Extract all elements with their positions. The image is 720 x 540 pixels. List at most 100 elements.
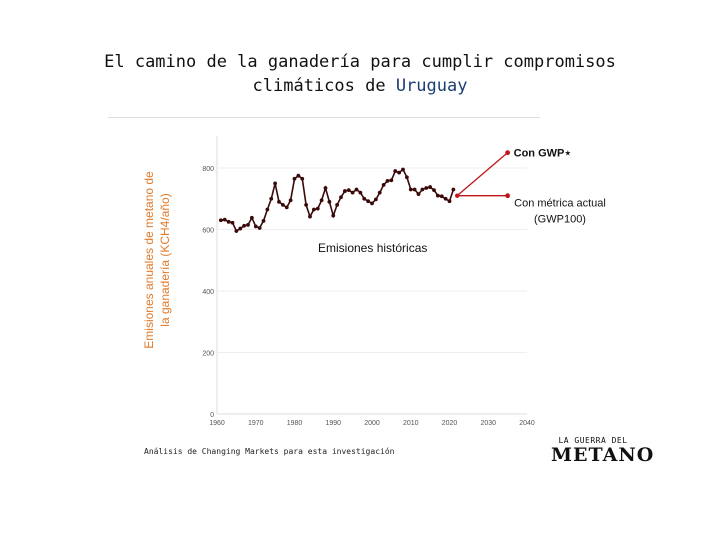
data-point (277, 199, 281, 204)
y-axis-label: Emisiones anuales de metano de la ganade… (142, 171, 172, 349)
data-point (335, 203, 340, 207)
y-tick-label: 200 (202, 351, 214, 358)
data-point (339, 195, 343, 200)
data-point (292, 176, 297, 181)
x-tick-label: 2020 (442, 420, 458, 427)
data-point (443, 196, 448, 201)
data-point (242, 223, 247, 228)
projection-label-gwp100-line-1: Con métrica actual (514, 198, 606, 210)
y-tick-label: 600 (202, 228, 214, 235)
data-point (377, 190, 382, 195)
data-point (323, 186, 328, 190)
data-point (404, 175, 409, 180)
x-tick-label: 2010 (403, 420, 419, 427)
data-point (447, 199, 452, 204)
historical-line (220, 168, 455, 233)
data-point (261, 218, 266, 223)
projection-label-gwp-star: Con GWP⋆ (514, 148, 572, 160)
data-point (238, 226, 243, 231)
data-point (362, 196, 367, 201)
data-point (226, 219, 231, 224)
y-axis-label-line-2: la ganadería (KCH4/año) (158, 193, 172, 326)
x-tick-label: 2040 (519, 420, 535, 427)
projection-start-point (455, 193, 460, 198)
data-point (358, 190, 363, 195)
title-divider (108, 117, 540, 118)
source-note: Análisis de Changing Markets para esta i… (144, 447, 395, 456)
data-point (296, 173, 301, 178)
data-point (331, 213, 336, 218)
projection-label-gwp100-line-2: (GWP100) (534, 214, 586, 226)
data-point (424, 186, 429, 190)
data-point (253, 224, 258, 229)
data-point (412, 187, 417, 192)
data-point (265, 207, 270, 212)
data-point (273, 181, 278, 186)
x-tick-label: 1980 (287, 420, 303, 427)
data-point (432, 188, 436, 193)
data-point (249, 215, 254, 220)
x-tick-label: 1960 (209, 420, 225, 427)
historical-annotation: Emisiones históricas (318, 241, 427, 255)
data-point (230, 220, 235, 225)
data-point (393, 169, 398, 173)
data-point (366, 199, 371, 204)
data-point (385, 179, 390, 183)
data-point (397, 170, 402, 175)
data-point (246, 222, 250, 227)
data-point (381, 183, 386, 187)
logo-top-text: LA GUERRA DEL (558, 436, 628, 445)
x-tick-label: 2030 (480, 420, 496, 427)
data-point (370, 201, 374, 206)
x-tick-label: 1970 (248, 420, 264, 427)
data-point (288, 198, 293, 203)
data-point (416, 192, 421, 197)
data-point (280, 203, 285, 207)
y-tick-label: 400 (202, 289, 214, 296)
data-point (300, 176, 305, 181)
data-point (311, 207, 316, 212)
data-point (234, 229, 239, 233)
title-line-2: climáticos de Uruguay (0, 74, 720, 98)
data-point (435, 193, 440, 198)
data-point (222, 217, 227, 222)
projection-end-point (505, 150, 511, 156)
data-point (350, 190, 355, 195)
data-point (319, 198, 324, 203)
data-point (346, 188, 351, 193)
data-point (284, 205, 289, 210)
data-point (408, 187, 413, 192)
data-point (354, 187, 359, 192)
projection-line (456, 152, 509, 197)
x-tick-label: 2000 (364, 420, 380, 427)
data-point (420, 187, 425, 192)
data-point (428, 185, 433, 189)
title-line-1: El camino de la ganadería para cumplir c… (104, 52, 616, 72)
y-axis-label-line-1: Emisiones anuales de metano de (142, 171, 156, 349)
data-point (401, 167, 405, 172)
x-tick-label: 1990 (325, 420, 341, 427)
data-point (315, 206, 320, 211)
data-point (304, 203, 309, 207)
y-axis-ticks: 0 200 400 600 800 (202, 166, 214, 419)
data-point (451, 187, 456, 192)
y-tick-label: 800 (202, 166, 214, 173)
projections: Con GWP⋆ Con métrica actual (GWP100) (455, 148, 606, 226)
brand-logo: LA GUERRA DEL METANO (551, 436, 655, 466)
data-point (269, 196, 274, 201)
grid (216, 136, 527, 415)
title-line-2-prefix: climáticos de (252, 76, 386, 96)
data-point (373, 197, 378, 202)
x-axis-ticks: 1960 1970 1980 1990 2000 2010 2020 2030 2040 (209, 420, 535, 427)
title-country: Uruguay (395, 76, 468, 96)
data-point (257, 226, 262, 230)
chart-title: El camino de la ganadería para cumplir c… (0, 50, 720, 98)
data-point (308, 214, 312, 219)
data-point (327, 199, 332, 204)
data-point (342, 189, 347, 193)
projection-end-point (505, 193, 511, 199)
logo-main-text: METANO (551, 444, 655, 466)
data-point (439, 194, 444, 199)
data-point (218, 218, 223, 223)
